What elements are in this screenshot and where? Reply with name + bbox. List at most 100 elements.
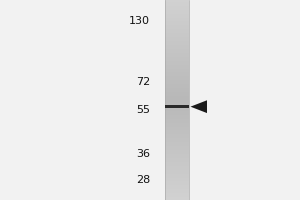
- Bar: [165, 181, 189, 182]
- Bar: [165, 94, 189, 95]
- Bar: [165, 111, 189, 112]
- Bar: [165, 66, 189, 67]
- Bar: [165, 154, 189, 155]
- Bar: [165, 87, 189, 88]
- Bar: [165, 1, 189, 2]
- Bar: [165, 57, 189, 58]
- Bar: [165, 49, 189, 50]
- Bar: [165, 43, 189, 44]
- Bar: [165, 148, 189, 149]
- Bar: [165, 40, 189, 41]
- Bar: [165, 185, 189, 186]
- Bar: [165, 105, 189, 106]
- Bar: [165, 38, 189, 39]
- Bar: [165, 65, 189, 66]
- Bar: [165, 149, 189, 150]
- Bar: [165, 30, 189, 31]
- Bar: [165, 29, 189, 30]
- Bar: [165, 107, 189, 108]
- Bar: [165, 135, 189, 136]
- Bar: [165, 171, 189, 172]
- Bar: [165, 86, 189, 87]
- Bar: [165, 35, 189, 36]
- Bar: [165, 76, 189, 77]
- Bar: [165, 120, 189, 121]
- Bar: [165, 118, 189, 119]
- Bar: [165, 190, 189, 191]
- Bar: [165, 106, 189, 107]
- Bar: [165, 46, 189, 47]
- Bar: [165, 16, 189, 17]
- Bar: [165, 70, 189, 71]
- Bar: [165, 123, 189, 124]
- Bar: [165, 51, 189, 52]
- Bar: [165, 59, 189, 60]
- Bar: [165, 115, 189, 116]
- Bar: [165, 155, 189, 156]
- Bar: [165, 69, 189, 70]
- Bar: [165, 95, 189, 96]
- Bar: [165, 132, 189, 133]
- Bar: [165, 133, 189, 134]
- Bar: [165, 34, 189, 35]
- Bar: [165, 175, 189, 176]
- Bar: [165, 52, 189, 53]
- Bar: [165, 194, 189, 195]
- Bar: [165, 23, 189, 24]
- Bar: [165, 81, 189, 82]
- Bar: [165, 33, 189, 34]
- Bar: [165, 126, 189, 127]
- Bar: [165, 99, 189, 100]
- Bar: [165, 158, 189, 159]
- Bar: [165, 186, 189, 187]
- Bar: [165, 54, 189, 55]
- Bar: [165, 105, 189, 108]
- Bar: [165, 17, 189, 18]
- Text: 130: 130: [129, 16, 150, 26]
- Bar: [165, 45, 189, 46]
- Bar: [165, 187, 189, 188]
- Bar: [165, 145, 189, 146]
- Bar: [165, 125, 189, 126]
- Bar: [165, 134, 189, 135]
- Bar: [165, 82, 189, 83]
- Bar: [165, 5, 189, 6]
- Bar: [165, 159, 189, 160]
- Bar: [165, 180, 189, 181]
- Bar: [165, 20, 189, 21]
- Bar: [165, 44, 189, 45]
- Bar: [165, 116, 189, 117]
- Bar: [165, 162, 189, 163]
- Bar: [165, 183, 189, 184]
- Bar: [165, 68, 189, 69]
- Bar: [165, 157, 189, 158]
- Bar: [165, 7, 189, 8]
- Bar: [165, 109, 189, 110]
- Bar: [165, 79, 189, 80]
- Bar: [165, 103, 189, 104]
- Bar: [165, 78, 189, 79]
- Bar: [165, 129, 189, 130]
- Bar: [165, 28, 189, 29]
- Bar: [165, 195, 189, 196]
- Bar: [165, 128, 189, 129]
- Bar: [165, 75, 189, 76]
- Bar: [165, 141, 189, 142]
- Bar: [165, 13, 189, 14]
- Bar: [165, 165, 189, 166]
- Bar: [165, 169, 189, 170]
- Bar: [165, 114, 189, 115]
- Bar: [165, 198, 189, 199]
- Bar: [165, 139, 189, 140]
- Bar: [165, 193, 189, 194]
- Bar: [165, 100, 189, 101]
- Bar: [165, 176, 189, 177]
- Bar: [165, 48, 189, 49]
- Bar: [165, 3, 189, 4]
- Bar: [165, 62, 189, 63]
- Bar: [165, 102, 189, 103]
- Bar: [165, 160, 189, 161]
- Bar: [165, 41, 189, 42]
- Bar: [165, 131, 189, 132]
- Bar: [165, 151, 189, 152]
